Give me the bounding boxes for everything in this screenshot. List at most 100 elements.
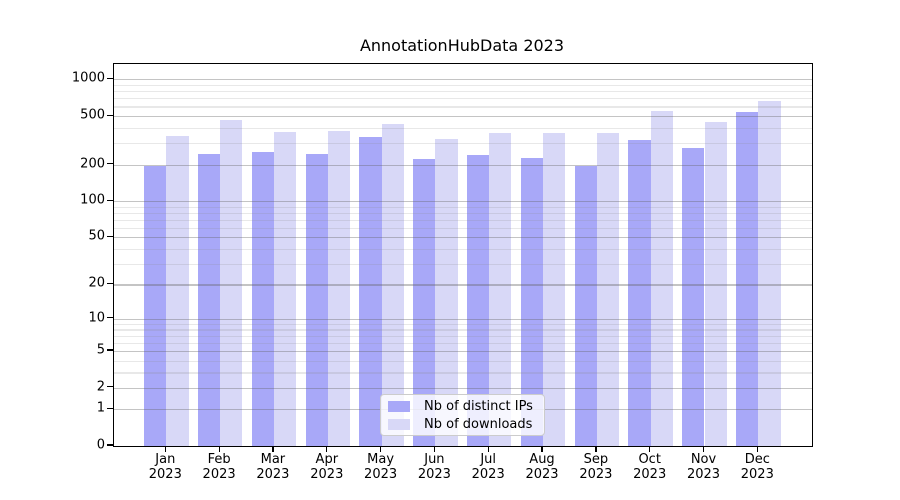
bar-distinct-ips-dec bbox=[736, 112, 759, 446]
year-label: 2023 bbox=[202, 467, 236, 482]
gridline bbox=[114, 84, 812, 87]
chart-title: AnnotationHubData 2023 bbox=[359, 36, 565, 55]
x-tick-label-may: May 2023 bbox=[346, 452, 416, 482]
bar-distinct-ips-aug bbox=[520, 158, 543, 446]
bar-downloads-jul bbox=[489, 132, 512, 446]
bar-distinct-ips-jul bbox=[466, 154, 490, 446]
x-tick-label-jul: Jul 2023 bbox=[453, 452, 523, 482]
bar-distinct-ips-nov bbox=[682, 148, 705, 446]
gridline bbox=[114, 106, 812, 108]
month-label: Dec bbox=[744, 452, 770, 467]
plot-area: Nb of distinct IPs Nb of downloads bbox=[113, 63, 813, 447]
y-tick-label: 1000 bbox=[71, 70, 105, 86]
year-label: 2023 bbox=[256, 467, 290, 482]
bar-downloads-apr bbox=[327, 131, 351, 446]
bar-downloads-oct bbox=[650, 110, 673, 446]
x-tick-mark bbox=[164, 446, 166, 452]
year-label: 2023 bbox=[686, 467, 721, 482]
bar-downloads-nov bbox=[704, 122, 727, 446]
x-tick-mark bbox=[702, 446, 705, 452]
x-tick-mark bbox=[541, 446, 543, 452]
bar-distinct-ips-feb bbox=[197, 153, 221, 446]
y-tick-mark bbox=[107, 349, 113, 351]
y-tick-label: 1 bbox=[96, 400, 105, 416]
x-tick-mark bbox=[756, 446, 758, 452]
x-tick-label-jun: Jun 2023 bbox=[399, 452, 469, 482]
y-tick-mark bbox=[107, 317, 113, 319]
bar-distinct-ips-oct bbox=[628, 139, 651, 446]
x-tick-label-aug: Aug 2023 bbox=[507, 452, 577, 482]
year-label: 2023 bbox=[364, 467, 398, 482]
legend-row: Nb of downloads bbox=[388, 415, 537, 433]
x-tick-mark bbox=[326, 446, 328, 452]
legend: Nb of distinct IPs Nb of downloads bbox=[380, 394, 545, 436]
month-label: Feb bbox=[207, 452, 231, 467]
year-label: 2023 bbox=[417, 467, 451, 482]
gridline bbox=[114, 91, 812, 93]
x-tick-mark bbox=[272, 446, 274, 452]
bar-distinct-ips-sep bbox=[574, 166, 597, 446]
bar-downloads-feb bbox=[220, 119, 243, 446]
gridline bbox=[114, 79, 812, 81]
y-tick-label: 0 bbox=[96, 437, 105, 453]
x-tick-mark bbox=[433, 446, 436, 452]
x-tick-label-apr: Apr 2023 bbox=[292, 452, 362, 482]
y-tick-label: 20 bbox=[88, 275, 105, 291]
y-tick-label: 2 bbox=[96, 379, 105, 395]
y-tick-label: 5 bbox=[96, 342, 105, 358]
y-tick-label: 50 bbox=[88, 228, 105, 244]
bar-downloads-sep bbox=[596, 132, 620, 446]
legend-label-downloads: Nb of downloads bbox=[424, 416, 533, 432]
month-label: Oct bbox=[638, 452, 661, 467]
y-tick-mark bbox=[107, 77, 113, 79]
y-tick-mark bbox=[107, 444, 113, 446]
year-label: 2023 bbox=[525, 467, 559, 482]
legend-swatch-distinct-ips bbox=[388, 400, 410, 412]
bar-downloads-may bbox=[381, 123, 404, 446]
bar-downloads-dec bbox=[758, 100, 781, 446]
y-tick-mark bbox=[107, 235, 113, 237]
x-tick-label-nov: Nov 2023 bbox=[669, 452, 739, 482]
bar-downloads-aug bbox=[543, 133, 566, 446]
legend-label-distinct-ips: Nb of distinct IPs bbox=[424, 398, 533, 414]
month-label: Apr bbox=[315, 452, 339, 467]
x-tick-label-mar: Mar 2023 bbox=[238, 452, 308, 482]
x-tick-mark bbox=[595, 446, 597, 452]
y-tick-mark bbox=[107, 162, 113, 165]
bar-distinct-ips-mar bbox=[251, 152, 274, 446]
y-tick-label: 500 bbox=[80, 107, 105, 123]
legend-swatch-downloads bbox=[388, 418, 410, 430]
month-label: Sep bbox=[583, 452, 609, 467]
year-label: 2023 bbox=[633, 467, 667, 482]
y-tick-label: 200 bbox=[80, 156, 105, 171]
month-label: Mar bbox=[260, 452, 286, 467]
month-label: Jul bbox=[480, 452, 497, 467]
month-label: May bbox=[367, 452, 395, 467]
x-tick-label-sep: Sep 2023 bbox=[561, 452, 631, 482]
year-label: 2023 bbox=[148, 467, 182, 482]
month-label: Jan bbox=[155, 452, 176, 467]
y-tick-mark bbox=[107, 282, 113, 285]
legend-row: Nb of distinct IPs bbox=[388, 397, 537, 415]
bar-downloads-jun bbox=[435, 139, 458, 446]
year-label: 2023 bbox=[740, 467, 774, 482]
bar-distinct-ips-apr bbox=[305, 153, 328, 446]
bar-distinct-ips-jan bbox=[144, 165, 167, 446]
x-tick-mark bbox=[218, 446, 220, 452]
x-tick-mark bbox=[380, 446, 382, 452]
bar-distinct-ips-jun bbox=[413, 159, 436, 446]
y-tick-mark bbox=[107, 199, 113, 201]
gridline bbox=[114, 116, 812, 118]
x-tick-mark bbox=[487, 446, 489, 452]
x-tick-mark bbox=[649, 446, 651, 452]
bar-downloads-jan bbox=[166, 135, 189, 446]
year-label: 2023 bbox=[471, 467, 505, 482]
gridline bbox=[114, 98, 812, 100]
x-tick-label-dec: Dec 2023 bbox=[722, 452, 792, 482]
bar-distinct-ips-may bbox=[359, 136, 382, 446]
y-tick-label: 100 bbox=[80, 192, 105, 208]
y-tick-mark bbox=[107, 407, 113, 409]
month-label: Jun bbox=[424, 452, 445, 467]
x-tick-label-oct: Oct 2023 bbox=[615, 452, 685, 482]
